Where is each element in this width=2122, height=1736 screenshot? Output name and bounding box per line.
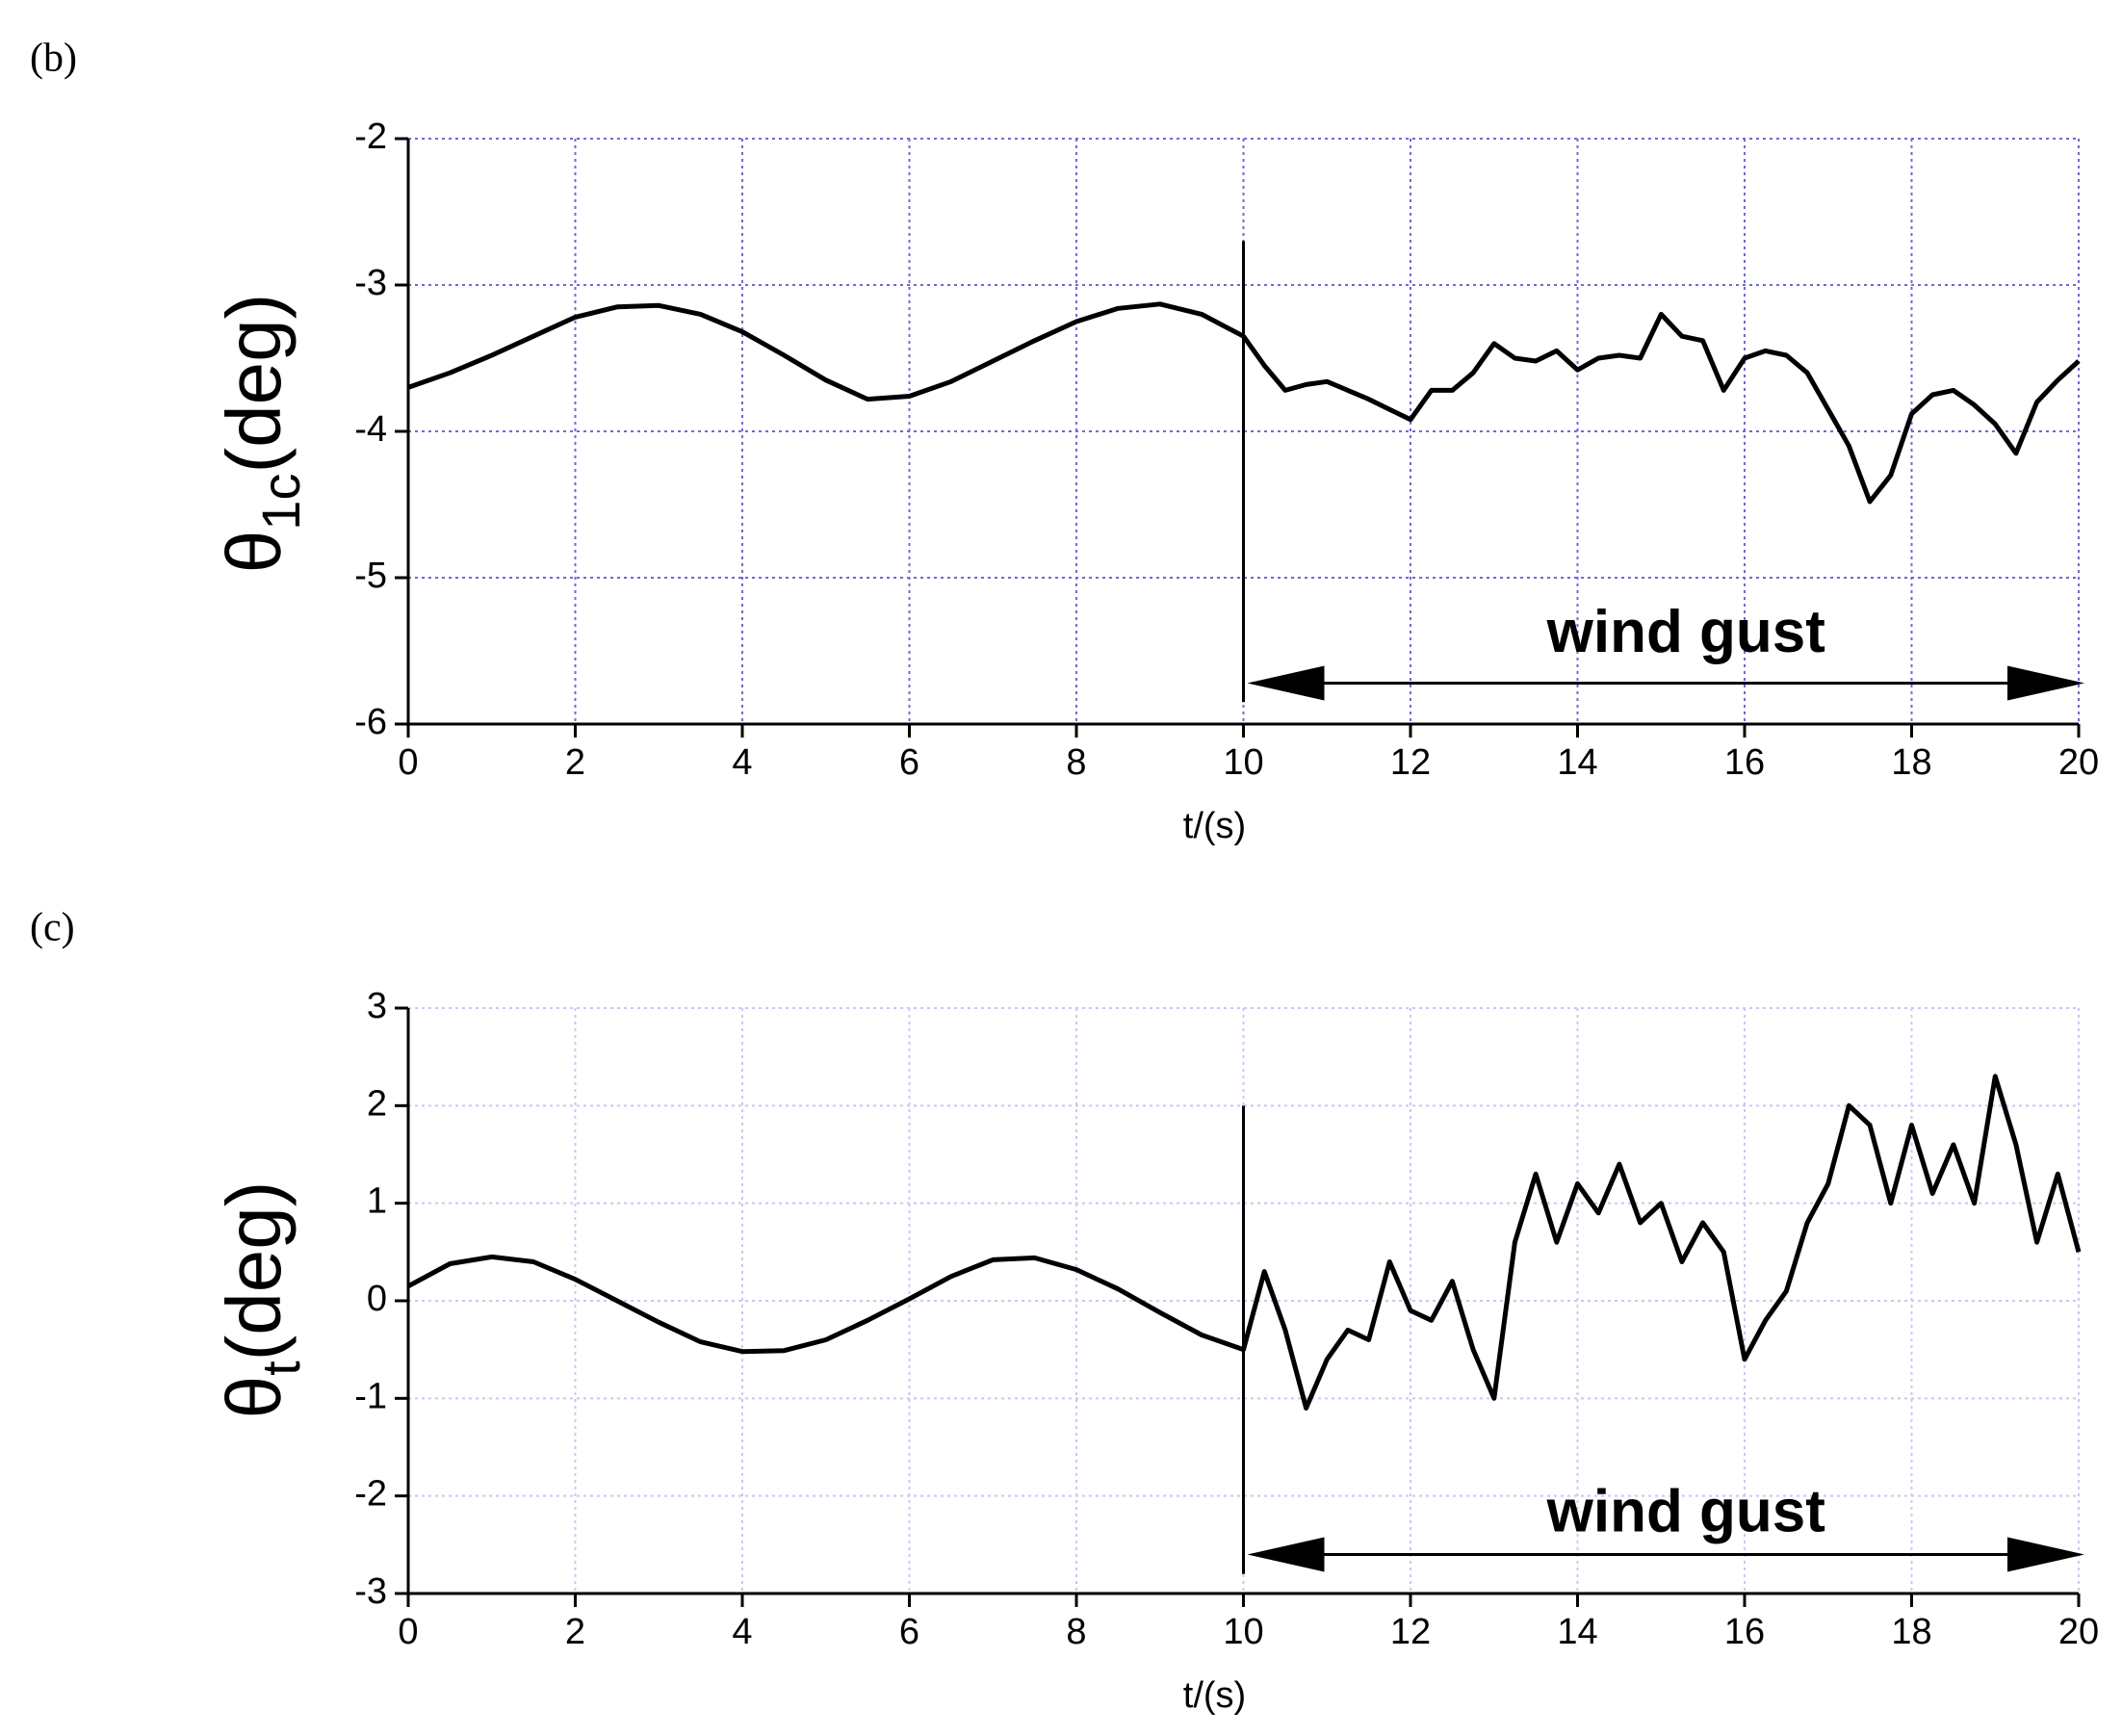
y-tick-label: 1 [367,1181,387,1222]
y-tick-label: 3 [367,986,387,1026]
x-axis-label: t/(s) [1183,1675,1246,1716]
y-tick-label: -3 [354,263,387,303]
x-tick-label: 18 [1891,1612,1931,1652]
panel-label: (b) [30,37,77,81]
x-tick-label: 0 [398,742,418,783]
x-tick-label: 20 [2058,742,2099,783]
line-series [407,301,2081,505]
x-tick-label: 8 [1066,742,1086,783]
x-tick-label: 14 [1557,742,1597,783]
y-tick-label: -3 [354,1571,387,1612]
x-tick-label: 0 [398,1612,418,1652]
y-tick-label: 2 [367,1083,387,1124]
x-tick-label: 18 [1891,742,1931,783]
y-tick-label: -4 [354,409,387,450]
x-tick-label: 2 [565,1612,585,1652]
y-axis-label: θt(deg) [211,1181,311,1419]
gust-label: wind gust [1546,599,1825,665]
x-tick-label: 10 [1223,1612,1263,1652]
y-label-subscript: 1c [250,474,311,531]
x-tick-label: 6 [899,1612,919,1652]
x-tick-label: 14 [1557,1612,1597,1652]
x-tick-label: 20 [2058,1612,2099,1652]
y-axis-label: θ1c(deg) [211,294,311,573]
y-label-symbol: θ [211,1376,297,1419]
y-label-symbol: θ [211,531,297,574]
y-label-unit: (deg) [211,1181,297,1361]
y-tick-label: -2 [354,117,387,157]
y-tick-label: -6 [354,702,387,742]
y-tick-label: -1 [354,1376,387,1416]
x-tick-label: 8 [1066,1612,1086,1652]
x-tick-label: 2 [565,742,585,783]
x-tick-label: 16 [1724,1612,1765,1652]
y-tick-label: -5 [354,556,387,596]
line-series [406,1074,2082,1411]
arrowhead [1247,665,1325,701]
arrowhead [1247,1537,1325,1572]
y-tick-label: -2 [354,1474,387,1515]
x-tick-label: 12 [1390,1612,1431,1652]
x-tick-label: 6 [899,742,919,783]
x-tick-label: 4 [732,1612,752,1652]
x-tick-label: 10 [1223,742,1263,783]
arrowhead [2007,665,2084,701]
gust-label: wind gust [1546,1478,1825,1544]
y-tick-label: 0 [367,1279,387,1319]
x-tick-label: 4 [732,742,752,783]
x-tick-label: 16 [1724,742,1765,783]
arrowhead [2007,1537,2084,1572]
y-label-subscript: t [250,1360,311,1376]
x-axis-label: t/(s) [1183,806,1246,846]
panel-label: (c) [30,906,75,950]
x-tick-label: 12 [1390,742,1431,783]
y-label-unit: (deg) [211,294,297,474]
